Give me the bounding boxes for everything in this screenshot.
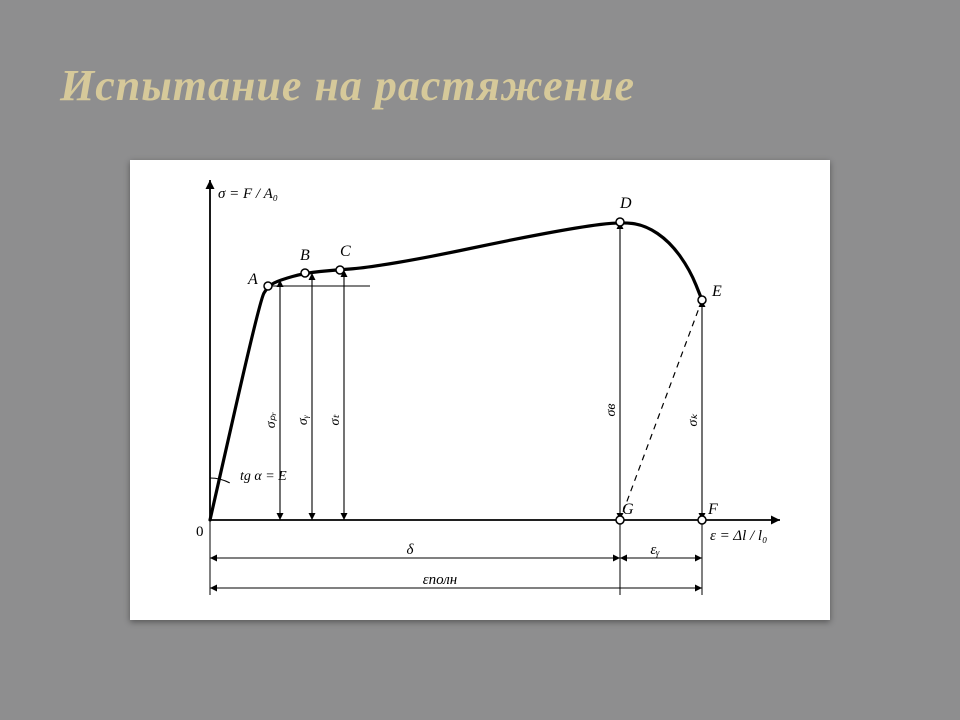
svg-text:σₚᵣ: σₚᵣ <box>264 412 279 428</box>
svg-text:E: E <box>711 283 722 300</box>
svg-text:σₜ: σₜ <box>328 414 343 426</box>
diagram-svg-container: 0σ = F / A₀ε = Δl / l₀tg α = Eσₚᵣσᵧσₜσвσ… <box>130 160 830 620</box>
svg-text:δ: δ <box>407 542 415 558</box>
svg-text:G: G <box>622 501 634 518</box>
svg-text:σₖ: σₖ <box>686 413 701 427</box>
stress-strain-svg: 0σ = F / A₀ε = Δl / l₀tg α = Eσₚᵣσᵧσₜσвσ… <box>130 160 830 620</box>
svg-text:C: C <box>340 243 351 260</box>
slide: Испытание на растяжение 0 σ = F / A₀ ε = Δ… <box>0 0 960 720</box>
svg-text:σᵧ: σᵧ <box>296 414 311 425</box>
svg-text:D: D <box>619 195 632 212</box>
svg-text:σв: σв <box>604 404 619 417</box>
svg-text:0: 0 <box>196 524 204 540</box>
svg-text:F: F <box>707 501 718 518</box>
svg-text:ε = Δl / l₀: ε = Δl / l₀ <box>710 528 767 544</box>
stress-strain-figure: 0σ = F / A₀ε = Δl / l₀tg α = Eσₚᵣσᵧσₜσвσ… <box>130 160 830 620</box>
slide-title: Испытание на растяжение <box>60 60 635 111</box>
svg-text:A: A <box>247 271 258 288</box>
svg-text:σ = F / A₀: σ = F / A₀ <box>218 186 278 202</box>
svg-text:B: B <box>300 247 310 264</box>
svg-text:εполн: εполн <box>423 572 458 588</box>
svg-text:εᵧ: εᵧ <box>650 542 660 558</box>
